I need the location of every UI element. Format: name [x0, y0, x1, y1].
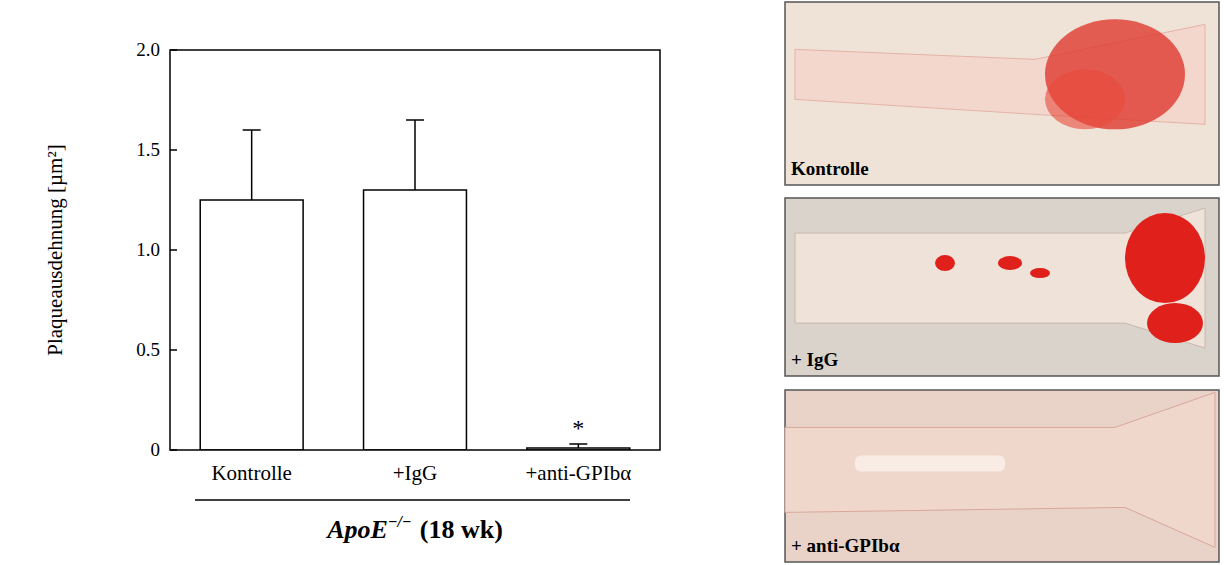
- error-cap: [243, 129, 261, 131]
- group-line: [195, 499, 630, 501]
- photo-label: Kontrolle: [791, 158, 869, 179]
- plaque-stain: [1147, 303, 1203, 343]
- photo-background: [785, 198, 1219, 376]
- plaque-stain: [1045, 19, 1185, 129]
- error-bar: [243, 130, 261, 200]
- bar: [364, 190, 467, 450]
- error-cap: [569, 443, 587, 445]
- y-tick-label: 0: [151, 439, 161, 460]
- y-tick: [170, 49, 177, 51]
- genotype: −/−: [388, 513, 412, 530]
- age: (18 wk): [420, 515, 503, 544]
- y-tick: [170, 249, 177, 251]
- x-tick-label: Kontrolle: [211, 461, 291, 485]
- photo-label: + IgG: [791, 349, 838, 370]
- y-tick: [170, 349, 177, 351]
- photo-background: [785, 2, 1219, 185]
- vessel-highlight: [855, 455, 1005, 471]
- photo-background: [785, 390, 1219, 562]
- error-stem: [251, 130, 253, 200]
- plaque-stain: [1125, 213, 1205, 303]
- error-bar: [406, 120, 424, 190]
- vessel: [785, 392, 1215, 547]
- y-tick: [170, 449, 177, 451]
- plaque-stain: [1030, 268, 1050, 278]
- significance-mark: *: [572, 415, 584, 441]
- x-tick-label: +anti-GPIbα: [525, 461, 631, 485]
- photo-panel: + anti-GPIbα: [785, 390, 1219, 562]
- y-tick-label: 2.0: [136, 39, 160, 60]
- y-tick-label: 1.5: [136, 139, 160, 160]
- error-bar: [569, 444, 587, 448]
- y-tick: [170, 149, 177, 151]
- plot-frame: [170, 50, 660, 450]
- plot-marks: [200, 120, 630, 450]
- group-label: ApoE−/− (18 wk): [325, 513, 503, 544]
- x-tick-label: +IgG: [393, 461, 438, 485]
- y-axis-title: Plaqueausdehnung [µm²]: [43, 144, 67, 355]
- plaque-stain: [998, 256, 1022, 270]
- bar: [200, 200, 303, 450]
- error-cap: [406, 119, 424, 121]
- photo-label: + anti-GPIbα: [791, 535, 900, 556]
- vessel: [795, 208, 1205, 348]
- photo-panel: Kontrolle: [785, 2, 1219, 185]
- figure: 0 0.5 1.0 1.5 2.0 Plaqueausdehnung [µm²] Kontr…: [0, 0, 1224, 565]
- error-stem: [414, 120, 416, 190]
- plaque-stain: [935, 255, 955, 271]
- photo-panel: + IgG: [785, 198, 1219, 376]
- gene: ApoE: [325, 515, 388, 544]
- plaque-stain: [1045, 69, 1125, 129]
- y-tick-label: 0.5: [136, 339, 160, 360]
- y-tick-label: 1.0: [136, 239, 160, 260]
